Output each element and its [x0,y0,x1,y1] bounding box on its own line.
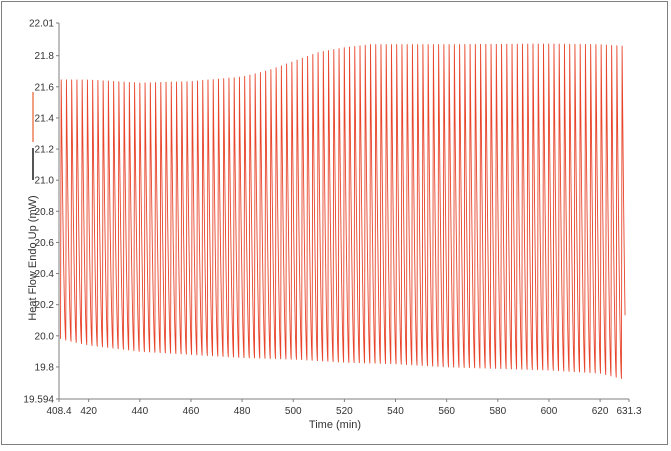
x-tick-label: 600 [541,406,558,417]
y-tick-label: 20.4 [35,269,55,280]
y-tick-label: 19.8 [35,362,55,373]
x-tick-label: 480 [234,406,251,417]
plot-area [60,43,626,379]
series-line-1 [60,43,626,379]
x-tick-label: 620 [592,406,609,417]
x-tick-label: 631.3 [616,406,641,417]
x-tick-label: 408.4 [46,406,71,417]
y-tick-label: 19.594 [23,395,54,406]
y-tick-label: 21.2 [35,145,55,156]
y-tick-label: 21.0 [35,176,55,187]
x-tick-label: 420 [80,406,97,417]
chart-svg: 19.594 19.8 20.0 20.2 20.4 20.6 20.8 21.0 21.2 21… [23,19,642,432]
x-tick-label: 440 [131,406,148,417]
x-axis-title: Time (min) [309,419,361,431]
y-tick-label: 20.2 [35,300,55,311]
y-tick-label: 22.01 [29,19,54,30]
y-tick-label: 20.0 [35,331,55,342]
x-tick-label: 520 [336,406,353,417]
chart-frame: 19.594 19.8 20.0 20.2 20.4 20.6 20.8 21.0 21.2 21… [1,1,668,445]
y-tick-label: 21.8 [35,51,55,62]
x-tick-label: 580 [489,406,506,417]
y-tick-label: 21.4 [35,113,55,124]
x-tick-label: 500 [285,406,302,417]
x-axis-ticks: 408.4 420 440 460 480 500 520 540 560 580 600 620 63… [46,399,642,417]
y-axis-ticks: 19.594 19.8 20.0 20.2 20.4 20.6 20.8 21.0 21.2 21… [23,19,59,406]
y-tick-label: 20.6 [35,238,55,249]
y-tick-label: 21.6 [35,82,55,93]
y-tick-label: 20.8 [35,207,55,218]
y-axis-title: Heat Flow Endo Up (mW) [27,195,39,320]
x-tick-label: 560 [438,406,455,417]
x-tick-label: 460 [183,406,200,417]
x-tick-label: 540 [387,406,404,417]
